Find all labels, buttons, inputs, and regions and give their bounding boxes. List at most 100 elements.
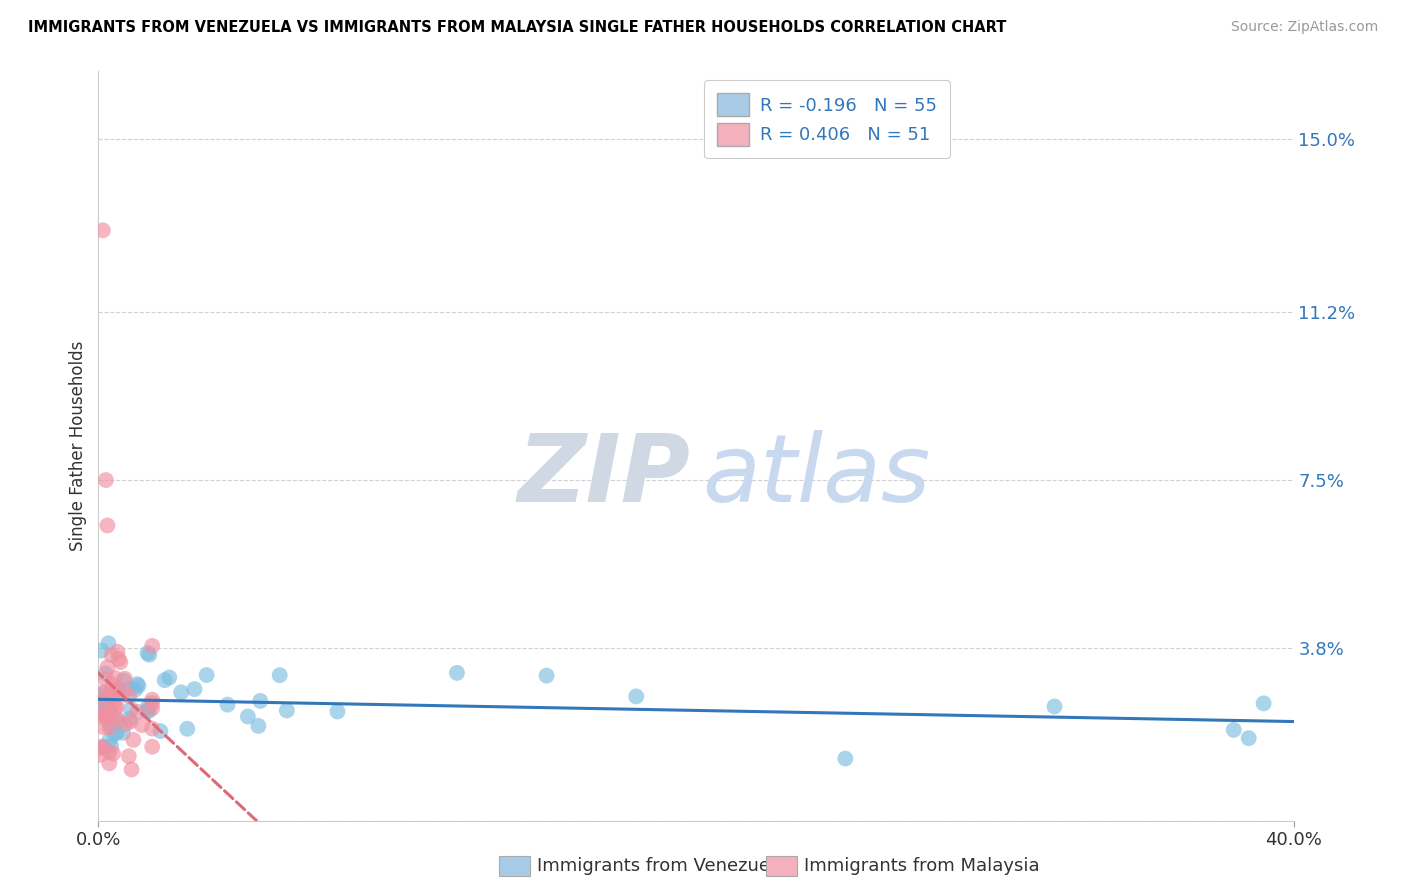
Point [103,711,125,725]
Point [149,724,172,739]
Point [107,652,129,666]
Point [96,693,118,707]
Point [1223,723,1246,737]
Point [100,690,122,704]
Point [121,763,143,777]
Point [107,714,129,729]
Text: atlas: atlas [702,431,931,522]
Point [176,722,198,736]
Point [269,668,291,682]
Point [98,686,121,700]
Point [94,709,117,723]
Point [111,726,134,740]
Point [91,223,114,237]
Point [141,639,163,653]
Point [114,717,136,731]
Point [104,683,127,698]
Point [127,705,149,719]
Point [120,702,142,716]
Point [1253,697,1275,711]
Point [276,703,298,717]
Point [103,685,125,699]
Text: Immigrants from Venezuela: Immigrants from Venezuela [537,857,786,875]
Point [103,671,125,685]
Point [91,692,114,706]
Legend: R = -0.196   N = 55, R = 0.406   N = 51: R = -0.196 N = 55, R = 0.406 N = 51 [704,80,950,159]
Point [122,733,145,747]
Point [98,721,121,735]
Point [138,648,160,662]
Point [96,693,118,707]
Text: ZIP: ZIP [517,430,690,522]
Point [127,677,149,691]
Point [96,693,118,707]
Point [100,739,122,753]
Point [93,720,115,734]
Point [93,739,115,754]
Point [118,681,141,696]
Point [249,694,271,708]
Point [183,682,205,697]
Point [98,733,121,747]
Point [326,705,349,719]
Point [195,668,218,682]
Point [536,668,558,682]
Point [89,741,111,756]
Point [90,694,112,708]
Point [1237,731,1260,746]
Point [100,718,122,732]
Point [105,711,128,725]
Point [100,648,122,662]
Point [138,704,160,718]
Point [98,756,121,771]
Point [90,643,112,657]
Point [90,690,112,704]
Point [834,751,856,765]
Point [104,700,127,714]
Text: Source: ZipAtlas.com: Source: ZipAtlas.com [1230,20,1378,34]
Point [157,670,180,684]
Point [1043,699,1066,714]
Point [91,687,114,701]
Point [135,704,157,718]
Point [90,699,112,714]
Point [217,698,239,712]
Point [96,660,118,674]
Text: Immigrants from Malaysia: Immigrants from Malaysia [804,857,1040,875]
Point [96,518,118,533]
Point [105,685,128,699]
Point [110,655,132,669]
Point [94,666,117,681]
Point [101,747,124,761]
Point [131,718,153,732]
Point [97,636,120,650]
Point [170,685,193,699]
Point [136,646,159,660]
Point [141,739,163,754]
Point [112,673,135,688]
Point [93,711,115,725]
Point [124,682,146,697]
Point [141,696,163,710]
Point [94,673,117,687]
Y-axis label: Single Father Households: Single Father Households [69,341,87,551]
Point [98,702,121,716]
Point [103,727,125,741]
Point [626,690,648,704]
Point [89,747,111,762]
Point [97,705,120,719]
Point [446,665,468,680]
Point [107,681,129,696]
Point [89,707,111,722]
Point [141,692,163,706]
Point [98,745,121,759]
Point [118,712,141,726]
Point [105,700,128,714]
Point [118,689,141,703]
Point [136,700,159,714]
Point [107,645,129,659]
Point [90,739,112,754]
Point [118,749,141,764]
Point [153,673,176,688]
Point [112,684,135,698]
